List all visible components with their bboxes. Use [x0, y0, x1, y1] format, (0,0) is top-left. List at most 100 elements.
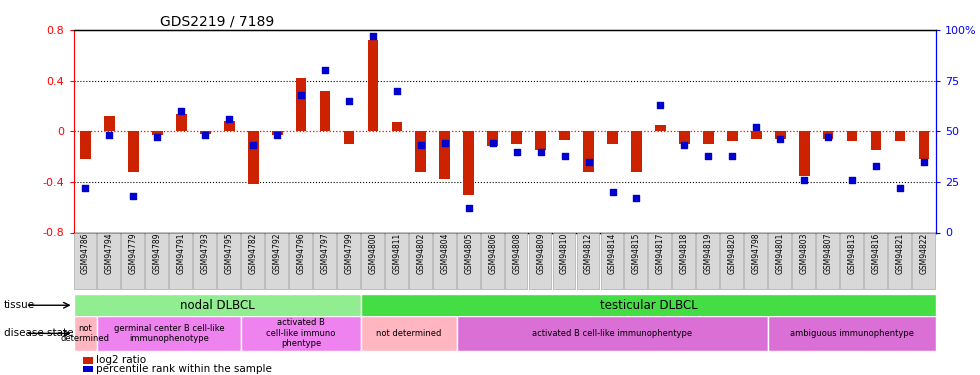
- Text: GSM94797: GSM94797: [320, 232, 329, 274]
- Bar: [464, 131, 474, 195]
- FancyBboxPatch shape: [697, 232, 719, 289]
- Point: [173, 108, 189, 114]
- Point: [820, 134, 836, 140]
- FancyBboxPatch shape: [241, 232, 264, 289]
- Bar: [296, 78, 307, 131]
- FancyBboxPatch shape: [912, 232, 935, 289]
- Text: GSM94794: GSM94794: [105, 232, 114, 274]
- Bar: [175, 114, 186, 131]
- FancyBboxPatch shape: [720, 232, 743, 289]
- Text: GSM94796: GSM94796: [297, 232, 306, 274]
- Point: [270, 132, 285, 138]
- Text: nodal DLBCL: nodal DLBCL: [180, 299, 255, 312]
- FancyBboxPatch shape: [888, 232, 910, 289]
- Bar: [80, 131, 91, 159]
- Bar: [847, 131, 858, 141]
- Text: GSM94795: GSM94795: [224, 232, 233, 274]
- Bar: [74, 294, 361, 317]
- Bar: [799, 131, 809, 176]
- FancyBboxPatch shape: [576, 232, 600, 289]
- Text: GSM94804: GSM94804: [440, 232, 449, 274]
- Point: [150, 134, 166, 140]
- Bar: [512, 131, 522, 144]
- Bar: [439, 131, 450, 179]
- Point: [197, 132, 213, 138]
- FancyBboxPatch shape: [505, 232, 527, 289]
- FancyBboxPatch shape: [74, 232, 96, 289]
- Bar: [822, 131, 833, 139]
- Point: [509, 148, 524, 154]
- Point: [557, 153, 572, 159]
- Point: [772, 136, 788, 142]
- Bar: [895, 131, 906, 141]
- FancyBboxPatch shape: [289, 232, 312, 289]
- Text: log2 ratio: log2 ratio: [96, 356, 146, 365]
- Point: [413, 142, 428, 148]
- Text: GSM94806: GSM94806: [488, 232, 497, 274]
- Text: GSM94800: GSM94800: [368, 232, 377, 274]
- Text: ambiguous immunophentype: ambiguous immunophentype: [790, 329, 914, 338]
- FancyBboxPatch shape: [361, 232, 384, 289]
- Text: GSM94821: GSM94821: [896, 232, 905, 274]
- Bar: [607, 131, 617, 144]
- Bar: [487, 131, 498, 147]
- Bar: [223, 121, 234, 131]
- Bar: [768, 316, 936, 351]
- Text: GSM94803: GSM94803: [800, 232, 808, 274]
- Bar: [104, 116, 115, 131]
- Text: GSM94801: GSM94801: [776, 232, 785, 274]
- Point: [245, 142, 261, 148]
- Text: activated B
cell-like immuno
phentype: activated B cell-like immuno phentype: [267, 318, 336, 348]
- FancyBboxPatch shape: [744, 232, 767, 289]
- FancyBboxPatch shape: [266, 232, 288, 289]
- Bar: [248, 131, 259, 184]
- Point: [461, 205, 476, 211]
- Bar: [870, 131, 881, 150]
- Point: [676, 142, 692, 148]
- Bar: [583, 131, 594, 172]
- FancyBboxPatch shape: [170, 232, 192, 289]
- Bar: [727, 131, 738, 141]
- Text: GSM94814: GSM94814: [608, 232, 617, 274]
- Bar: [631, 131, 642, 172]
- Text: GSM94819: GSM94819: [704, 232, 712, 274]
- Text: GSM94782: GSM94782: [249, 232, 258, 274]
- Text: GSM94813: GSM94813: [848, 232, 857, 274]
- FancyBboxPatch shape: [433, 232, 456, 289]
- FancyBboxPatch shape: [840, 232, 862, 289]
- FancyBboxPatch shape: [481, 232, 504, 289]
- Text: GSM94816: GSM94816: [871, 232, 880, 274]
- Text: GSM94789: GSM94789: [153, 232, 162, 274]
- Bar: [391, 122, 402, 131]
- Point: [389, 88, 405, 94]
- Bar: [655, 125, 665, 131]
- Text: GSM94810: GSM94810: [561, 232, 569, 274]
- FancyBboxPatch shape: [218, 232, 240, 289]
- Bar: [416, 131, 426, 172]
- Text: testicular DLBCL: testicular DLBCL: [600, 299, 698, 312]
- Text: not determined: not determined: [376, 329, 442, 338]
- Point: [125, 193, 141, 199]
- Bar: [241, 316, 361, 351]
- Point: [628, 195, 644, 201]
- Point: [366, 33, 381, 39]
- Bar: [560, 131, 570, 140]
- Bar: [344, 131, 355, 144]
- FancyBboxPatch shape: [97, 232, 121, 289]
- Bar: [368, 40, 378, 131]
- Text: GSM94799: GSM94799: [345, 232, 354, 274]
- Text: GSM94822: GSM94822: [919, 232, 928, 274]
- Point: [221, 116, 237, 122]
- Bar: [775, 131, 786, 139]
- Bar: [97, 316, 241, 351]
- Text: GDS2219 / 7189: GDS2219 / 7189: [160, 15, 274, 29]
- FancyBboxPatch shape: [624, 232, 647, 289]
- Point: [581, 159, 597, 165]
- Point: [77, 185, 93, 191]
- Text: GSM94812: GSM94812: [584, 232, 593, 274]
- Bar: [703, 131, 713, 144]
- Bar: [152, 131, 163, 135]
- Bar: [457, 316, 768, 351]
- Point: [653, 102, 668, 108]
- Bar: [679, 131, 690, 144]
